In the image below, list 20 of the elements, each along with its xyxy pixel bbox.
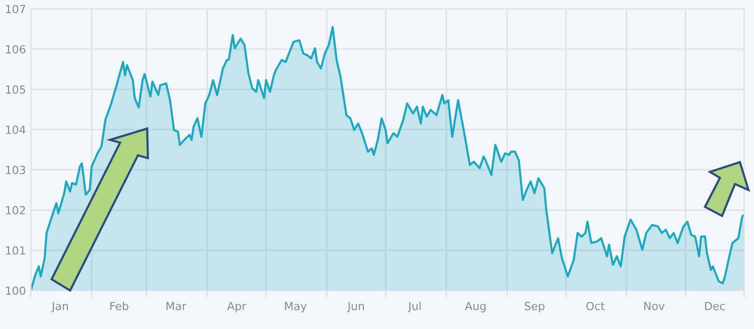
x-tick-label: Apr xyxy=(227,302,246,312)
y-tick-label: 101 xyxy=(6,246,26,255)
y-tick-label: 104 xyxy=(6,126,26,134)
y-tick-label: 102 xyxy=(6,206,25,214)
x-tick-label: Dec xyxy=(705,302,725,310)
x-tick-label: Jan xyxy=(51,302,68,312)
x-tick-label: Nov xyxy=(644,302,665,310)
x-tick-label: Feb xyxy=(110,302,128,310)
x-tick-label: Mar xyxy=(166,302,186,310)
y-tick-label: 106 xyxy=(6,45,26,54)
y-tick-label: 100 xyxy=(6,286,26,295)
x-tick-label: Aug xyxy=(464,302,486,312)
x-tick-label: Jun xyxy=(346,302,364,312)
x-tick-label: Jul xyxy=(408,302,421,312)
x-tick-label: May xyxy=(285,302,307,312)
x-tick-label: Sep xyxy=(524,302,544,312)
x-tick-label: Oct xyxy=(586,302,605,310)
y-tick-label: 105 xyxy=(6,85,26,94)
y-tick-label: 107 xyxy=(6,4,26,14)
y-tick-label: 103 xyxy=(6,166,26,174)
